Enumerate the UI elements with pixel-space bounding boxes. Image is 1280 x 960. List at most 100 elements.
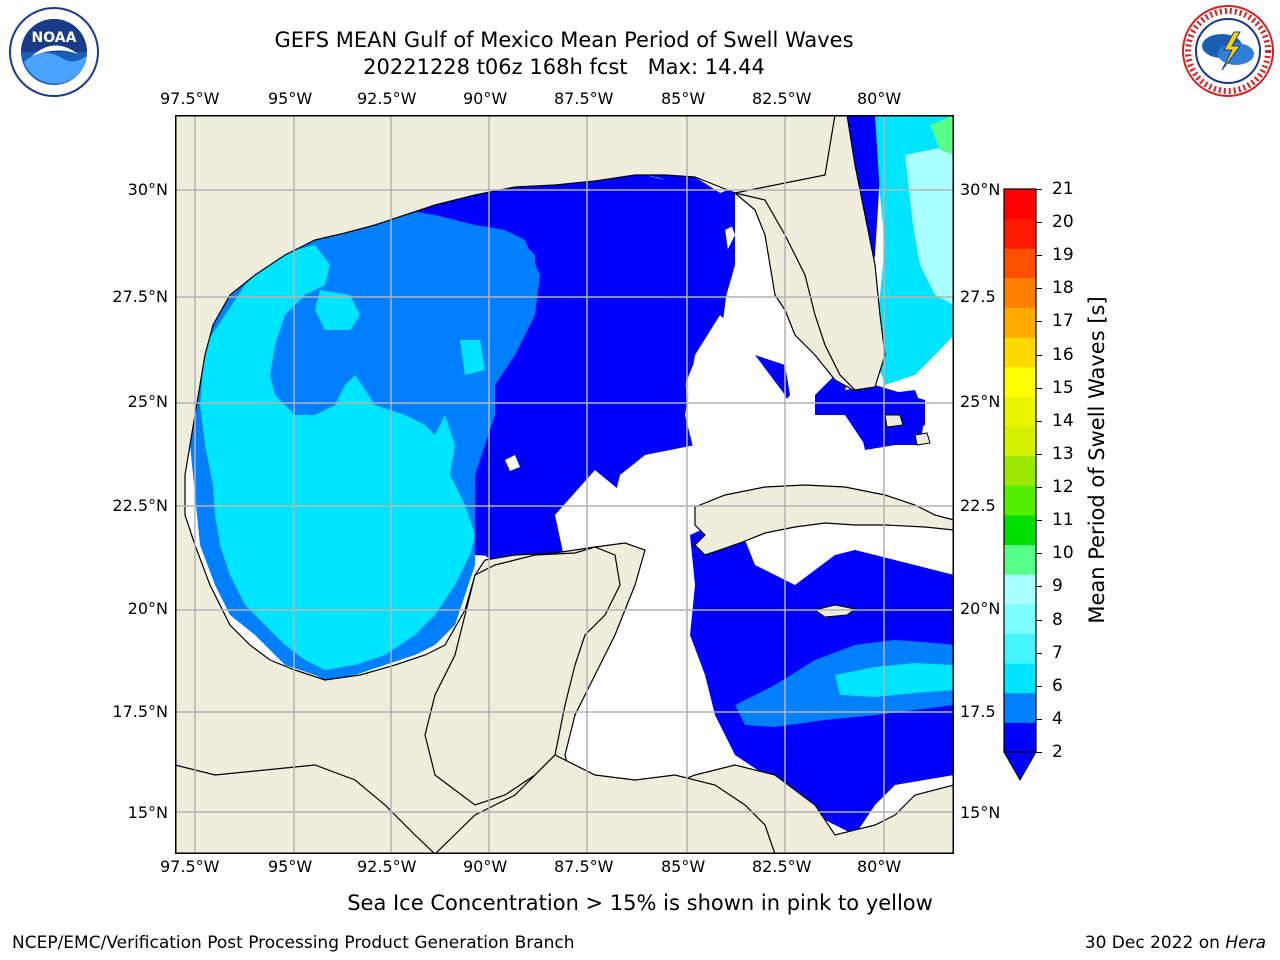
colorbar-tick-mark — [1036, 487, 1042, 489]
colorbar-segment — [1004, 692, 1036, 723]
land-cuba — [694, 484, 954, 556]
colorbar-segment — [1004, 514, 1036, 546]
lon-tick: 90°W — [463, 857, 508, 876]
lon-tick: 92.5°W — [357, 857, 417, 876]
lat-tick: 22.5 — [960, 496, 996, 515]
colorbar-tick-mark — [1036, 685, 1042, 687]
colorbar-segment — [1004, 307, 1036, 338]
land-jamaica — [813, 604, 857, 618]
bottom-lon-ticks: 97.5°W 95°W 92.5°W 90°W 87.5°W 85°W 82.5… — [0, 857, 1280, 879]
swell-2-4s-keys — [815, 385, 925, 445]
colorbar-label: Mean Period of Swell Waves [s] — [1085, 296, 1109, 624]
colorbar-tick-mark — [1036, 354, 1042, 356]
land-yucatan — [424, 546, 621, 806]
colorbar-tick-mark — [1036, 520, 1042, 522]
colorbar-segment — [1004, 663, 1036, 694]
colorbar-tick-mark — [1036, 752, 1042, 753]
colorbar-tick-mark — [1036, 718, 1042, 720]
no-data-notch-1 — [505, 455, 520, 471]
lat-tick: 25°N — [127, 392, 168, 411]
lon-tick: 95°W — [268, 857, 313, 876]
colorbar-tick-label: 2 — [1052, 742, 1063, 762]
colorbar-frame — [1003, 188, 1037, 753]
no-data-florida-shelf — [685, 315, 795, 455]
colorbar-tick-mark — [1036, 321, 1042, 323]
colorbar-segment — [1004, 455, 1036, 486]
lat-tick: 27.5 — [960, 287, 996, 306]
chart-subtitle: 20221228 t06z 168h fcst Max: 14.44 — [363, 55, 765, 79]
lat-tick: 25°N — [960, 392, 1001, 411]
colorbar-tick-label: 18 — [1052, 278, 1074, 299]
colorbar-segment — [1004, 277, 1036, 309]
lon-tick: 90°W — [463, 89, 508, 108]
colorbar-segment — [1004, 218, 1036, 249]
noaa-logo: NOAA — [9, 7, 99, 97]
colorbar-segment — [1004, 574, 1036, 605]
lat-tick: 30°N — [127, 180, 168, 199]
lat-tick: 17.5 — [960, 702, 996, 721]
colorbar-tick-label: 11 — [1052, 510, 1074, 531]
lon-tick: 82.5°W — [752, 89, 812, 108]
colorbar-tick-mark — [1036, 553, 1042, 555]
colorbar-tick-label: 20 — [1052, 212, 1074, 233]
colorbar-tick-label: 12 — [1052, 477, 1074, 498]
map-grid — [175, 115, 954, 854]
lat-tick: 17.5°N — [112, 702, 168, 721]
lon-tick: 87.5°W — [554, 89, 614, 108]
lon-tick: 85°W — [661, 857, 706, 876]
top-lon-ticks: 97.5°W 95°W 92.5°W 90°W 87.5°W 85°W 82.5… — [0, 89, 1280, 111]
lon-tick: 80°W — [857, 89, 902, 108]
lat-tick: 20°N — [127, 599, 168, 618]
land-florida — [734, 115, 954, 391]
colorbar-tick-label: 15 — [1052, 377, 1074, 398]
swell-6-7s-patch2 — [460, 340, 485, 375]
lon-tick: 82.5°W — [752, 857, 812, 876]
colorbar-segment — [1004, 722, 1036, 753]
swell-6-7s-west — [200, 245, 475, 670]
colorbar-segment — [1004, 544, 1036, 575]
colorbar-tick-mark — [1036, 586, 1042, 588]
colorbar-segment — [1004, 337, 1036, 368]
colorbar-tick-mark — [1036, 619, 1042, 621]
lat-tick: 22.5°N — [112, 496, 168, 515]
colorbar-tick-label: 10 — [1052, 543, 1074, 564]
colorbar-tick-mark — [1036, 420, 1042, 422]
swell-2-4s-east — [580, 173, 735, 235]
colorbar-tick-label: 7 — [1052, 642, 1063, 663]
colorbar-segments — [1004, 189, 1036, 753]
left-lat-ticks: 30°N 27.5°N 25°N 22.5°N 20°N 17.5°N 15°N — [0, 0, 172, 960]
colorbar-tick-label: 8 — [1052, 609, 1063, 630]
colorbar-segment — [1004, 189, 1036, 220]
colorbar-segment — [1004, 603, 1036, 634]
swell-9-10s-atlantic — [930, 115, 954, 155]
colorbar-extend-min — [1003, 751, 1037, 782]
lon-tick: 85°W — [661, 89, 706, 108]
lon-tick: 92.5°W — [357, 89, 417, 108]
colorbar-tick-mark — [1036, 255, 1042, 257]
colorbar-tick-label: 6 — [1052, 675, 1063, 696]
colorbar-tick-label: 14 — [1052, 410, 1074, 431]
colorbar-tick-label: 19 — [1052, 245, 1074, 266]
lon-tick: 80°W — [857, 857, 902, 876]
lat-tick: 20°N — [960, 599, 1001, 618]
sea-ice-note: Sea Ice Concentration > 15% is shown in … — [347, 891, 933, 915]
colorbar-ticks: 2 4 6 7 8 9 10 11 12 13 14 15 16 17 18 19 20 21 — [1036, 0, 1096, 960]
colorbar-tick-label: 16 — [1052, 344, 1074, 365]
chart-title: GEFS MEAN Gulf of Mexico Mean Period of … — [274, 28, 854, 52]
colorbar-tick-label: 9 — [1052, 576, 1063, 597]
colorbar-segment — [1004, 248, 1036, 279]
colorbar-tick-label: 13 — [1052, 443, 1074, 464]
swell-8-9s-atlantic — [905, 145, 954, 305]
colorbar-tick-label: 21 — [1052, 179, 1074, 199]
lat-tick: 15°N — [127, 803, 168, 822]
right-lat-ticks: 30°N 27.5 25°N 22.5 20°N 17.5 15°N — [958, 0, 1008, 960]
colorbar-segment — [1004, 426, 1036, 457]
lat-tick: 27.5°N — [112, 287, 168, 306]
colorbar-tick-label: 17 — [1052, 311, 1074, 332]
credit-text: NCEP/EMC/Verification Post Processing Pr… — [12, 933, 575, 953]
lat-tick: 30°N — [960, 180, 1001, 199]
nws-logo — [1182, 5, 1274, 97]
colorbar-tick-mark — [1036, 189, 1042, 190]
colorbar-tick-mark — [1036, 652, 1042, 654]
map-panel — [175, 115, 954, 854]
